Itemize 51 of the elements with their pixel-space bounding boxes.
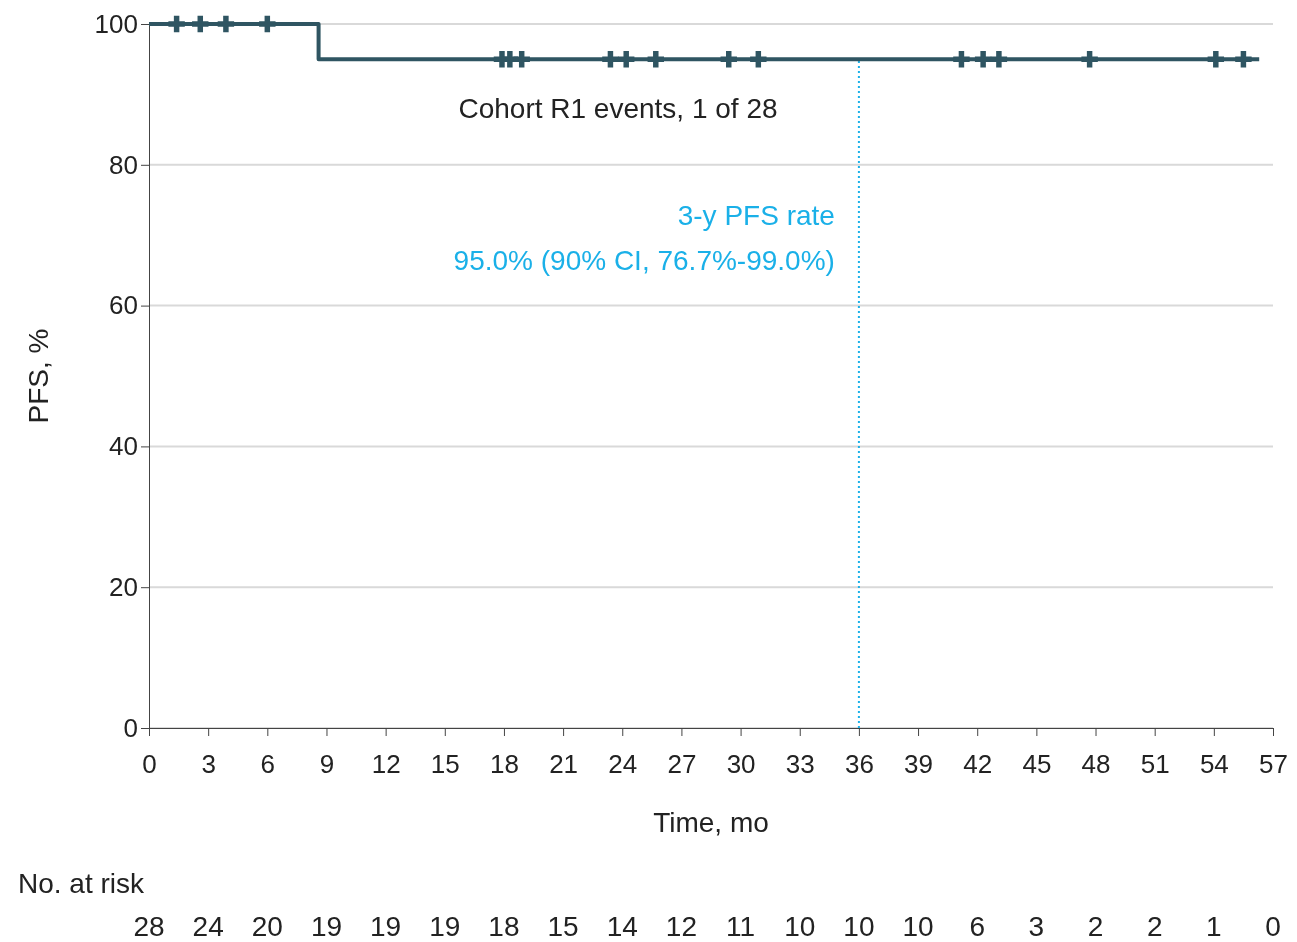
text: 11 — [726, 911, 756, 942]
x-tick-label: 18 — [489, 748, 519, 779]
text: 10 — [784, 911, 816, 942]
x-tick-label: 48 — [1081, 748, 1111, 779]
x-tick-label: 9 — [319, 748, 335, 779]
text: 14 — [606, 911, 638, 942]
x-tick-label: 45 — [1022, 748, 1052, 779]
text: 0 — [1265, 911, 1281, 942]
text: 15 — [547, 911, 579, 942]
text: 12 — [665, 911, 697, 942]
x-tick-label: 21 — [549, 748, 579, 779]
text: 1 — [1206, 911, 1222, 942]
x-tick-label: 24 — [608, 748, 638, 779]
text: 3 — [1028, 911, 1045, 942]
text: 2 — [1087, 911, 1104, 942]
x-tick-label: 15 — [430, 748, 460, 779]
text: 24 — [192, 911, 224, 942]
text: No. at risk — [18, 868, 146, 899]
x-tick-label: 6 — [260, 748, 276, 779]
y-tick-label: 0 — [123, 712, 138, 743]
y-tick-label: 80 — [109, 149, 138, 180]
y-axis-title: PFS, % — [23, 328, 54, 424]
x-tick-label: 57 — [1259, 748, 1288, 779]
x-tick-label: 39 — [904, 748, 934, 779]
text: 6 — [969, 911, 985, 942]
x-tick-label: 27 — [667, 748, 697, 779]
text: 2 — [1146, 911, 1163, 942]
x-axis-title: Time, mo — [653, 807, 769, 838]
text: 20 — [251, 911, 283, 942]
y-tick-label: 40 — [109, 431, 138, 462]
text: 19 — [370, 911, 402, 942]
annotation: Cohort R1 events, 1 of 28 — [458, 93, 778, 124]
text: 19 — [310, 911, 343, 942]
y-tick-label: 20 — [109, 572, 138, 603]
x-tick-label: 0 — [142, 748, 157, 779]
x-tick-label: 30 — [726, 748, 756, 779]
ref-line-label: 3-y PFS rate 95.0% (90% CI, 76.7%-99.0%) — [453, 200, 835, 276]
x-tick-label: 12 — [371, 748, 401, 779]
text: 10 — [902, 911, 934, 942]
x-tick-label: 36 — [844, 748, 874, 779]
text: 19 — [429, 911, 461, 942]
y-tick-label: 100 — [94, 8, 138, 39]
x-tick-label: 42 — [963, 748, 993, 779]
x-tick-label: 51 — [1140, 748, 1170, 779]
text: 10 — [843, 911, 875, 942]
x-tick-label: 54 — [1199, 748, 1229, 779]
y-tick-label: 60 — [109, 290, 138, 321]
x-tick-label: 3 — [201, 748, 216, 779]
x-tick-label: 33 — [785, 748, 815, 779]
text: 18 — [488, 911, 520, 942]
text: 28 — [133, 911, 165, 942]
